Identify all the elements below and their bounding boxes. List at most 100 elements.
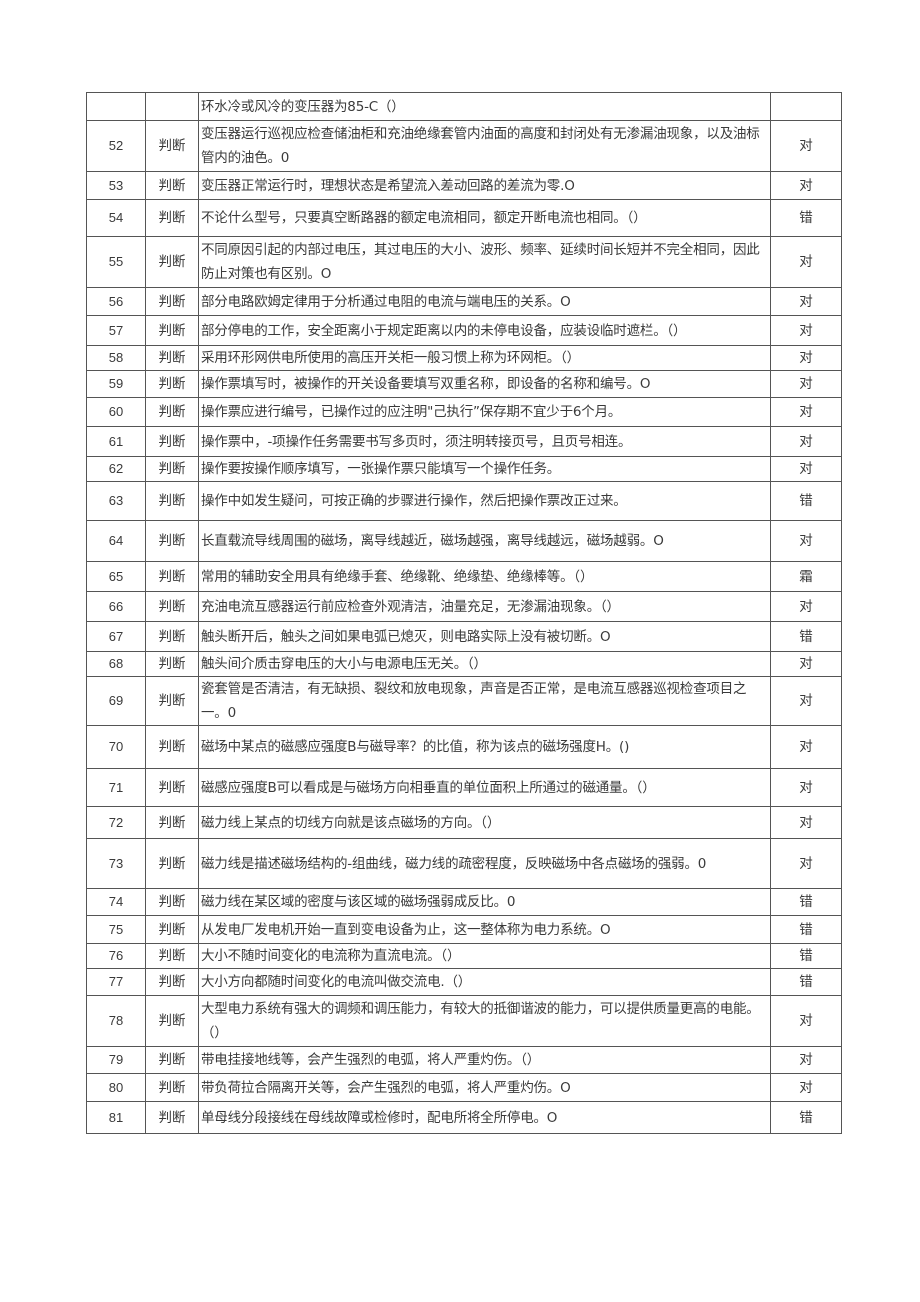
table-row: 58 判断 采用环形网供电所使用的高压开关柜一般习惯上称为环网柜。（）对 xyxy=(86,345,842,371)
question-text: 操作票应进行编号，已操作过的应注明"己执行”保存期不宜少于6个月。 xyxy=(198,397,771,427)
question-answer: 对 xyxy=(770,315,842,346)
question-answer: 对 xyxy=(770,397,842,427)
question-number: 52 xyxy=(86,120,146,172)
question-answer: 错 xyxy=(770,915,842,944)
question-number: 63 xyxy=(86,481,146,521)
question-number: 72 xyxy=(86,806,146,839)
question-text: 触头断开后，触头之间如果电弧已熄灭，则电路实际上没有被切断。O xyxy=(198,621,771,652)
question-text: 单母线分段接线在母线故障或检修时，配电所将全所停电。O xyxy=(198,1101,771,1134)
question-answer: 对 xyxy=(770,591,842,622)
question-text: 部分停电的工作，安全距离小于规定距离以内的未停电设备，应装设临时遮栏。（） xyxy=(198,315,771,346)
question-number: 73 xyxy=(86,838,146,889)
question-text: 大小不随时间变化的电流称为直流电流。（） xyxy=(198,943,771,969)
table-row: 77 判断 大小方向都随时间变化的电流叫做交流电.（）错 xyxy=(86,968,842,996)
question-answer: 对 xyxy=(770,370,842,398)
question-number xyxy=(86,92,146,121)
question-number: 57 xyxy=(86,315,146,346)
question-type: 判断 xyxy=(145,481,199,521)
question-answer: 对 xyxy=(770,1046,842,1074)
question-type: 判断 xyxy=(145,520,199,562)
question-type: 判断 xyxy=(145,806,199,839)
question-answer: 对 xyxy=(770,171,842,200)
question-type: 判断 xyxy=(145,315,199,346)
table-row: 68 判断 触头间介质击穿电压的大小与电源电压无关。（）对 xyxy=(86,651,842,677)
question-text: 瓷套管是否清洁，有无缺损、裂纹和放电现象，声音是否正常，是电流互感器巡视检查项目… xyxy=(198,676,771,726)
question-text: 操作中如发生疑问，可按正确的步骤进行操作，然后把操作票改正过来。 xyxy=(198,481,771,521)
question-number: 74 xyxy=(86,888,146,916)
question-text: 常用的辅助安全用具有绝缘手套、绝缘靴、绝缘垫、绝缘棒等。（） xyxy=(198,561,771,592)
question-text: 环水冷或风冷的变压器为85-C（） xyxy=(198,92,771,121)
question-type: 判断 xyxy=(145,621,199,652)
table-row: 67 判断 触头断开后，触头之间如果电弧已熄灭，则电路实际上没有被切断。O 错 xyxy=(86,621,842,652)
question-text: 磁场中某点的磁感应强度B与磁导率？的比值，称为该点的磁场强度H。() xyxy=(198,725,771,769)
question-number: 64 xyxy=(86,520,146,562)
question-number: 81 xyxy=(86,1101,146,1134)
question-type: 判断 xyxy=(145,236,199,288)
question-text: 采用环形网供电所使用的高压开关柜一般习惯上称为环网柜。（） xyxy=(198,345,771,371)
question-text: 部分电路欧姆定律用于分析通过电阻的电流与端电压的关系。O xyxy=(198,287,771,316)
question-number: 59 xyxy=(86,370,146,398)
table-row: 59 判断 操作票填写时，被操作的开关设备要填写双重名称，即设备的名称和编号。O 对 xyxy=(86,370,842,398)
question-type: 判断 xyxy=(145,591,199,622)
question-number: 70 xyxy=(86,725,146,769)
question-text: 磁感应强度B可以看成是与磁场方向相垂直的单位面积上所通过的磁通量。（） xyxy=(198,768,771,807)
question-answer: 对 xyxy=(770,120,842,172)
question-number: 76 xyxy=(86,943,146,969)
question-answer: 错 xyxy=(770,621,842,652)
question-number: 62 xyxy=(86,456,146,482)
question-text: 磁力线是描述磁场结构的-组曲线，磁力线的疏密程度，反映磁场中各点磁场的强弱。0 xyxy=(198,838,771,889)
question-number: 66 xyxy=(86,591,146,622)
table-row: 80 判断 带负荷拉合隔离开关等，会产生强烈的电弧，将人严重灼伤。O 对 xyxy=(86,1073,842,1102)
question-type: 判断 xyxy=(145,561,199,592)
question-number: 67 xyxy=(86,621,146,652)
table-row: 53 判断 变压器正常运行时，理想状态是希望流入差动回路的差流为零.O 对 xyxy=(86,171,842,200)
table-row: 63 判断 操作中如发生疑问，可按正确的步骤进行操作，然后把操作票改正过来。错 xyxy=(86,481,842,521)
question-type: 判断 xyxy=(145,426,199,457)
question-type: 判断 xyxy=(145,915,199,944)
question-answer: 错 xyxy=(770,481,842,521)
question-type: 判断 xyxy=(145,397,199,427)
question-answer: 对 xyxy=(770,1073,842,1102)
question-text: 触头间介质击穿电压的大小与电源电压无关。（） xyxy=(198,651,771,677)
question-number: 58 xyxy=(86,345,146,371)
question-type: 判断 xyxy=(145,345,199,371)
question-answer: 霜 xyxy=(770,561,842,592)
question-answer: 对 xyxy=(770,236,842,288)
question-type: 判断 xyxy=(145,370,199,398)
question-table: 环水冷或风冷的变压器为85-C（） 52 判断 变压器运行巡视应检查储油柜和充油绝缘套… xyxy=(86,92,842,1134)
question-number: 77 xyxy=(86,968,146,996)
table-row: 54 判断 不论什么型号，只要真空断路器的额定电流相同，额定开断电流也相同。（）错 xyxy=(86,199,842,237)
question-answer: 错 xyxy=(770,943,842,969)
question-type: 判断 xyxy=(145,1101,199,1134)
table-row: 81 判断 单母线分段接线在母线故障或检修时，配电所将全所停电。O 错 xyxy=(86,1101,842,1134)
question-answer: 对 xyxy=(770,520,842,562)
table-row: 62 判断 操作要按操作顺序填写，一张操作票只能填写一个操作任务。对 xyxy=(86,456,842,482)
question-type xyxy=(145,92,199,121)
table-row: 79 判断 带电挂接地线等，会产生强烈的电弧，将人严重灼伤。（）对 xyxy=(86,1046,842,1074)
table-row: 66 判断 充油电流互感器运行前应检查外观清洁，油量充足，无渗漏油现象。（）对 xyxy=(86,591,842,622)
table-row: 71 判断 磁感应强度B可以看成是与磁场方向相垂直的单位面积上所通过的磁通量。（）对 xyxy=(86,768,842,807)
question-number: 79 xyxy=(86,1046,146,1074)
question-type: 判断 xyxy=(145,1073,199,1102)
question-answer: 对 xyxy=(770,456,842,482)
question-text: 不同原因引起的内部过电压，其过电压的大小、波形、频率、延续时间长短并不完全相同，… xyxy=(198,236,771,288)
question-answer: 错 xyxy=(770,888,842,916)
question-answer: 对 xyxy=(770,768,842,807)
question-type: 判断 xyxy=(145,287,199,316)
table-row: 60 判断 操作票应进行编号，已操作过的应注明"己执行”保存期不宜少于6个月。对 xyxy=(86,397,842,427)
question-number: 55 xyxy=(86,236,146,288)
question-answer: 对 xyxy=(770,287,842,316)
question-type: 判断 xyxy=(145,676,199,726)
question-answer: 对 xyxy=(770,838,842,889)
table-row: 57 判断 部分停电的工作，安全距离小于规定距离以内的未停电设备，应装设临时遮栏。（… xyxy=(86,315,842,346)
table-row: 55 判断 不同原因引起的内部过电压，其过电压的大小、波形、频率、延续时间长短并不完… xyxy=(86,236,842,288)
question-text: 大型电力系统有强大的调频和调压能力，有较大的抵御谐波的能力，可以提供质量更高的电… xyxy=(198,995,771,1047)
question-text: 操作要按操作顺序填写，一张操作票只能填写一个操作任务。 xyxy=(198,456,771,482)
question-text: 带负荷拉合隔离开关等，会产生强烈的电弧，将人严重灼伤。O xyxy=(198,1073,771,1102)
question-text: 变压器正常运行时，理想状态是希望流入差动回路的差流为零.O xyxy=(198,171,771,200)
table-row: 70 判断 磁场中某点的磁感应强度B与磁导率？的比值，称为该点的磁场强度H。() 对 xyxy=(86,725,842,769)
question-type: 判断 xyxy=(145,968,199,996)
table-row: 69 判断 瓷套管是否清洁，有无缺损、裂纹和放电现象，声音是否正常，是电流互感器巡视… xyxy=(86,676,842,726)
question-number: 61 xyxy=(86,426,146,457)
question-answer: 对 xyxy=(770,995,842,1047)
